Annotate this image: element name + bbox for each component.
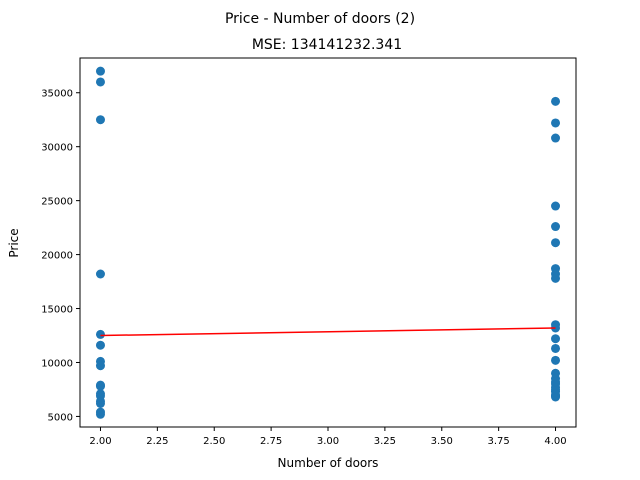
plot-frame — [79, 57, 577, 428]
data-point — [551, 377, 561, 387]
x-tick-label: 4.00 — [544, 436, 566, 447]
y-axis-label: Price — [7, 228, 21, 257]
data-point — [95, 409, 105, 419]
y-tick-label: 5000 — [48, 412, 73, 423]
data-point — [551, 238, 561, 248]
y-tick-label: 15000 — [41, 305, 73, 316]
data-point — [551, 222, 561, 232]
x-tick-label: 2.75 — [260, 436, 282, 447]
data-point — [95, 115, 105, 125]
y-tick-label: 10000 — [41, 358, 73, 369]
y-tick-label: 30000 — [41, 143, 73, 154]
x-tick-label: 2.50 — [203, 436, 225, 447]
x-tick-label: 2.00 — [89, 436, 111, 447]
x-tick-label: 2.25 — [146, 436, 168, 447]
data-point — [95, 77, 105, 87]
data-point — [95, 340, 105, 350]
data-point — [95, 329, 105, 339]
data-point — [95, 269, 105, 279]
x-tick-label: 3.50 — [431, 436, 453, 447]
data-point — [95, 381, 105, 391]
x-tick-label: 3.75 — [488, 436, 510, 447]
regression-line — [100, 327, 556, 337]
x-tick-label: 3.00 — [317, 436, 339, 447]
data-point — [551, 96, 561, 106]
chart-suptitle: Price - Number of doors (2) — [225, 11, 415, 27]
data-point — [95, 66, 105, 76]
data-point — [551, 273, 561, 283]
chart-title: MSE: 134141232.341 — [252, 37, 402, 53]
data-point — [95, 361, 105, 371]
plot-area: 2.00 2.25 2.50 2.75 3.00 3.25 3.50 3.75 4.00 5000… — [41, 57, 577, 447]
x-axis-label: Number of doors — [278, 456, 379, 470]
data-point — [551, 390, 561, 400]
y-tick-label: 20000 — [41, 251, 73, 262]
x-tick-label: 3.25 — [374, 436, 396, 447]
data-point — [551, 355, 561, 365]
data-point — [551, 201, 561, 211]
data-point — [551, 133, 561, 143]
data-point — [551, 118, 561, 128]
data-point — [551, 334, 561, 344]
y-tick-label: 25000 — [41, 197, 73, 208]
data-point — [95, 398, 105, 408]
y-tick-label: 35000 — [41, 89, 73, 100]
data-point — [551, 343, 561, 353]
